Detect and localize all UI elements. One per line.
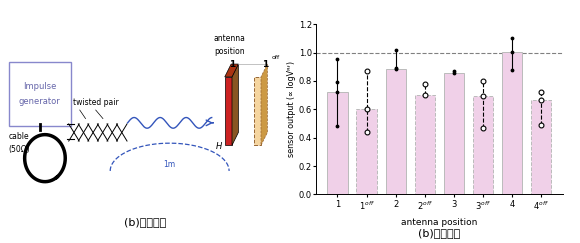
Text: cable: cable [9, 132, 30, 141]
Polygon shape [225, 64, 238, 77]
Polygon shape [232, 64, 238, 145]
Text: 1: 1 [262, 60, 269, 69]
Bar [473, 96, 493, 194]
Text: off: off [271, 55, 280, 60]
Text: (b)測定結果: (b)測定結果 [418, 228, 460, 238]
Text: (b)実験配置: (b)実験配置 [124, 217, 166, 227]
Bar [502, 52, 523, 194]
Text: twisted pair: twisted pair [73, 98, 118, 107]
Text: (50Ω): (50Ω) [9, 145, 30, 154]
Text: generator: generator [19, 97, 60, 106]
Text: 1m: 1m [164, 160, 176, 169]
Y-axis label: sensor output (∝ logVᴿᶠ): sensor output (∝ logVᴿᶠ) [287, 61, 296, 157]
Text: antenna: antenna [213, 34, 245, 43]
Bar [225, 77, 232, 145]
Bar [444, 73, 464, 194]
Polygon shape [261, 64, 267, 145]
Bar [531, 100, 552, 194]
X-axis label: antenna position: antenna position [401, 218, 477, 227]
Bar [327, 92, 347, 194]
Text: H: H [216, 142, 222, 151]
Text: position: position [214, 47, 244, 56]
Bar [356, 109, 377, 194]
Text: Impulse: Impulse [23, 82, 56, 91]
Text: 1: 1 [229, 60, 235, 69]
Bar [415, 95, 435, 194]
Bar [254, 77, 261, 145]
FancyBboxPatch shape [9, 62, 71, 126]
Bar [386, 69, 406, 194]
